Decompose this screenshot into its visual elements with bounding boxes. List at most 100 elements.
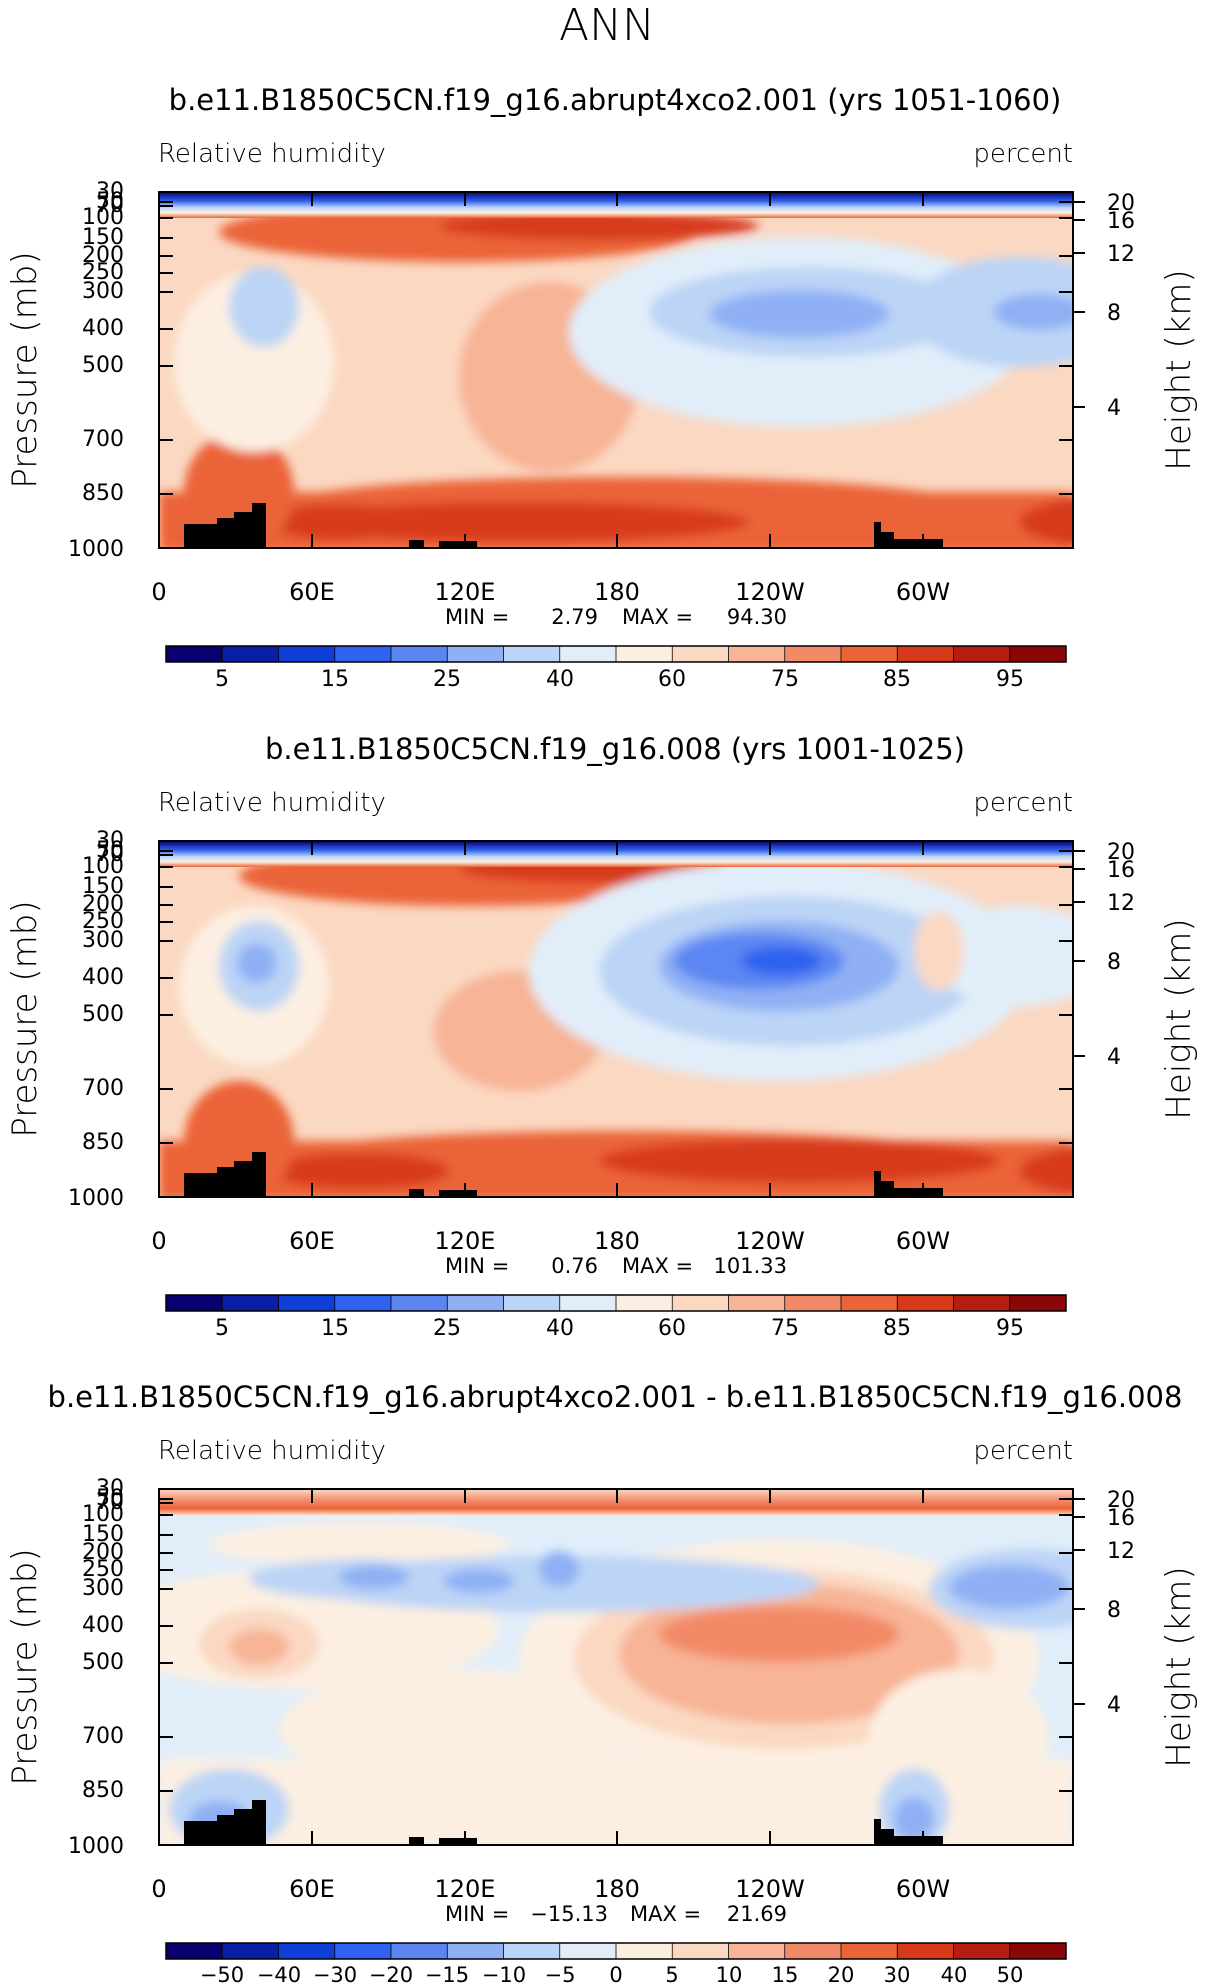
x-tick-label: 120W <box>735 1227 805 1255</box>
y2-tick-label: 8 <box>1107 1598 1121 1623</box>
panel-1-x-axis: 0 60E 120E 180 120W 60W <box>151 192 950 606</box>
y2-tick-label: 4 <box>1107 1045 1121 1070</box>
colorbar-swatch <box>1009 1943 1067 1959</box>
panel-1-y2-ticks <box>1073 201 1085 408</box>
y-tick-label: 1000 <box>68 537 124 562</box>
panel-3-topography <box>184 1800 943 1845</box>
y-tick-label: 150 <box>82 225 124 250</box>
panel-2-minmax: MIN = 0.76 MAX = 101.33 <box>445 1254 787 1278</box>
y2-tick-label: 12 <box>1107 891 1135 916</box>
y2-tick-label: 12 <box>1107 1539 1135 1564</box>
x-tick-label: 0 <box>151 1875 166 1903</box>
colorbar-swatch <box>953 646 1011 662</box>
y2-tick-label: 20 <box>1107 840 1135 865</box>
y2-tick-label: 4 <box>1107 396 1121 421</box>
colorbar-swatch <box>334 1943 392 1959</box>
x-tick-label: 120W <box>735 1875 805 1903</box>
y-tick-label: 250 <box>82 260 124 285</box>
y2-tick-label: 16 <box>1107 858 1135 883</box>
x-tick-label: 0 <box>151 1227 166 1255</box>
colorbar-tick-label: 75 <box>771 1316 799 1341</box>
x-tick-label: 60E <box>289 578 335 606</box>
colorbar-swatch <box>559 1943 617 1959</box>
x-tick-label: 0 <box>151 578 166 606</box>
max-label: MAX = <box>630 1902 701 1926</box>
panel-2-y2label: Height (km) <box>1159 918 1199 1119</box>
panel-1-x-ticks <box>158 192 924 548</box>
colorbar-tick-label: −10 <box>482 1963 526 1987</box>
colorbar-tick-label: 40 <box>941 1963 968 1987</box>
x-tick-label: 60W <box>896 1875 950 1903</box>
min-value: 2.79 <box>551 605 598 629</box>
panel-3-ylabel: Pressure (mb) <box>5 1548 45 1785</box>
colorbar-swatch <box>728 646 786 662</box>
colorbar-swatch <box>672 1295 729 1311</box>
colorbar-tick-label: 95 <box>996 667 1024 692</box>
colorbar-tick-label: −30 <box>313 1963 357 1987</box>
y-tick-label: 200 <box>82 1540 124 1565</box>
colorbar-swatch <box>222 646 279 662</box>
y-tick-label: 70 <box>96 1490 124 1515</box>
x-tick-label: 180 <box>594 578 640 606</box>
panel-3-y2-ticks <box>1073 1498 1085 1705</box>
panel-3: b.e11.B1850C5CN.f19_g16.abrupt4xco2.001 … <box>5 1380 1199 1987</box>
y-tick-label: 150 <box>82 1522 124 1547</box>
colorbar-tick-label: −40 <box>257 1963 301 1987</box>
panel-1-title: b.e11.B1850C5CN.f19_g16.abrupt4xco2.001 … <box>169 83 1062 117</box>
colorbar-tick-label: 5 <box>665 1963 678 1987</box>
x-tick-label: 60W <box>896 1227 950 1255</box>
y-tick-label: 500 <box>82 353 124 378</box>
colorbar-tick-label: −20 <box>369 1963 413 1987</box>
panel-2-y-ticks <box>159 840 1073 1144</box>
colorbar-swatch <box>897 1943 954 1959</box>
colorbar-swatch <box>784 1295 842 1311</box>
colorbar-tick-label: −5 <box>545 1963 576 1987</box>
x-tick-label: 120E <box>435 1227 496 1255</box>
colorbar-swatch <box>1009 1295 1067 1311</box>
y-tick-label: 1000 <box>68 1186 124 1211</box>
colorbar-swatch <box>953 1943 1011 1959</box>
colorbar-swatch <box>278 1943 336 1959</box>
colorbar-tick-label: 5 <box>215 1316 229 1341</box>
colorbar-swatch <box>672 646 729 662</box>
panel-3-x-axis: 0 60E 120E 180 120W 60W <box>151 1489 950 1903</box>
colorbar-swatch <box>447 1295 504 1311</box>
colorbar-swatch <box>897 1295 954 1311</box>
panel-3-colorbar-ticks: −50 −40 −30 −20 −15 −10 −5 0 5 10 15 20 … <box>200 1963 1024 1987</box>
panel-1-minmax: MIN = 2.79 MAX = 94.30 <box>445 605 787 629</box>
panel-1-left-label: Relative humidity <box>158 139 386 169</box>
y-tick-label: 70 <box>96 193 124 218</box>
x-tick-label: 60E <box>289 1227 335 1255</box>
panel-3-field <box>159 1489 1073 1845</box>
panel-2-x-ticks <box>158 841 924 1197</box>
colorbar-tick-label: 30 <box>884 1963 911 1987</box>
y-tick-label: 100 <box>82 205 124 230</box>
colorbar-swatch <box>841 1295 898 1311</box>
y2-tick-label: 8 <box>1107 301 1121 326</box>
panel-1-y-ticks <box>159 191 1073 495</box>
colorbar-swatch <box>616 1295 673 1311</box>
y-tick-label: 50 <box>96 189 124 214</box>
min-value: −15.13 <box>530 1902 608 1926</box>
y-tick-label: 850 <box>82 481 124 506</box>
colorbar-swatch <box>503 1943 561 1959</box>
panel-1-topography <box>184 503 943 548</box>
max-value: 94.30 <box>727 605 787 629</box>
panel-1-y2label: Height (km) <box>1159 269 1199 470</box>
colorbar-swatch <box>334 646 392 662</box>
colorbar-swatch <box>503 1295 561 1311</box>
panel-3-y2label: Height (km) <box>1159 1566 1199 1767</box>
y-tick-label: 100 <box>82 1502 124 1527</box>
colorbar-swatch <box>784 1943 842 1959</box>
panel-1-plot-area <box>158 191 1074 549</box>
x-tick-label: 60E <box>289 1875 335 1903</box>
min-label: MIN = <box>445 1902 509 1926</box>
y-tick-label: 250 <box>82 1557 124 1582</box>
panel-3-plot-area <box>158 1488 1074 1846</box>
y2-tick-label: 16 <box>1107 209 1135 234</box>
colorbar-tick-label: 15 <box>321 1316 349 1341</box>
y-tick-label: 50 <box>96 1486 124 1511</box>
colorbar-tick-label: 5 <box>215 667 229 692</box>
x-tick-label: 120E <box>435 578 496 606</box>
y-tick-label: 200 <box>82 892 124 917</box>
